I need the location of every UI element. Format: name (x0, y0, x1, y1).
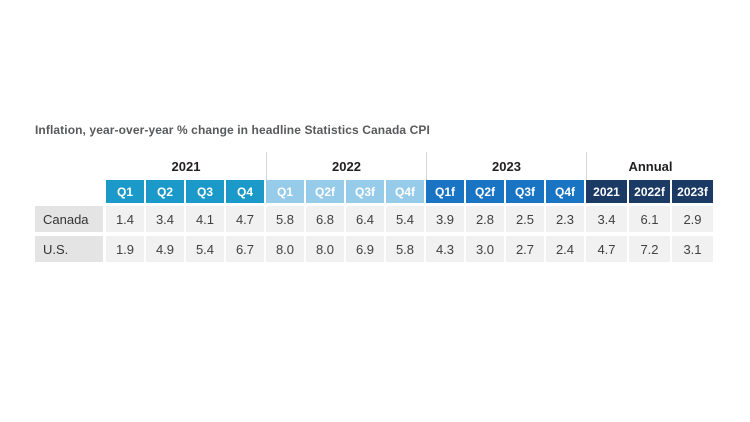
table-row-us: U.S. 1.9 4.9 5.4 6.7 8.0 8.0 6.9 5.8 4.3… (35, 236, 715, 262)
data-cell: 2.3 (546, 206, 586, 232)
year-row-spacer (35, 152, 106, 180)
data-cell: 2.7 (506, 236, 546, 262)
data-cell: 2.4 (546, 236, 586, 262)
col-header-2021-q4: Q4 (226, 180, 266, 203)
col-header-2022-q1: Q1 (266, 180, 306, 203)
year-group-2022: 2022 (266, 152, 426, 180)
data-cell: 4.7 (226, 206, 266, 232)
table-title: Inflation, year-over-year % change in he… (35, 123, 430, 137)
quarter-row-spacer (35, 180, 106, 203)
data-cell: 3.4 (586, 206, 629, 232)
year-group-header-row: 2021 2022 2023 Annual (35, 152, 715, 180)
data-cell: 6.4 (346, 206, 386, 232)
data-cell: 2.9 (672, 206, 715, 232)
data-cell: 7.2 (629, 236, 672, 262)
data-cell: 8.0 (306, 236, 346, 262)
data-cell: 6.8 (306, 206, 346, 232)
data-cell: 3.9 (426, 206, 466, 232)
year-group-2023: 2023 (426, 152, 586, 180)
data-cell: 6.7 (226, 236, 266, 262)
data-cell: 3.0 (466, 236, 506, 262)
data-cell: 8.0 (266, 236, 306, 262)
data-cell: 1.4 (106, 206, 146, 232)
col-header-2023-q2f: Q2f (466, 180, 506, 203)
data-cell: 5.4 (186, 236, 226, 262)
data-cell: 2.8 (466, 206, 506, 232)
col-header-annual-2021: 2021 (586, 180, 629, 203)
col-header-2021-q1: Q1 (106, 180, 146, 203)
col-header-2021-q3: Q3 (186, 180, 226, 203)
data-cell: 4.7 (586, 236, 629, 262)
row-label-us: U.S. (35, 236, 106, 262)
data-cell: 5.8 (386, 236, 426, 262)
data-cell: 3.4 (146, 206, 186, 232)
col-header-2022-q3f: Q3f (346, 180, 386, 203)
data-cell: 1.9 (106, 236, 146, 262)
col-header-2023-q3f: Q3f (506, 180, 546, 203)
col-header-annual-2023f: 2023f (672, 180, 715, 203)
data-cell: 6.9 (346, 236, 386, 262)
quarter-header-row: Q1 Q2 Q3 Q4 Q1 Q2f Q3f Q4f Q1f Q2f Q3f Q… (35, 180, 715, 203)
col-header-2022-q4f: Q4f (386, 180, 426, 203)
col-header-2023-q4f: Q4f (546, 180, 586, 203)
year-group-annual: Annual (586, 152, 714, 180)
col-header-annual-2022f: 2022f (629, 180, 672, 203)
inflation-table: 2021 2022 2023 Annual Q1 Q2 Q3 Q4 Q1 Q2f… (35, 152, 715, 262)
table-row-canada: Canada 1.4 3.4 4.1 4.7 5.8 6.8 6.4 5.4 3… (35, 206, 715, 232)
data-cell: 6.1 (629, 206, 672, 232)
data-cell: 4.3 (426, 236, 466, 262)
col-header-2022-q2f: Q2f (306, 180, 346, 203)
data-cell: 2.5 (506, 206, 546, 232)
row-label-canada: Canada (35, 206, 106, 232)
data-cell: 3.1 (672, 236, 715, 262)
year-group-2021: 2021 (171, 158, 201, 174)
data-cell: 5.8 (266, 206, 306, 232)
data-cell: 4.1 (186, 206, 226, 232)
col-header-2021-q2: Q2 (146, 180, 186, 203)
data-cell: 4.9 (146, 236, 186, 262)
col-header-2023-q1f: Q1f (426, 180, 466, 203)
data-cell: 5.4 (386, 206, 426, 232)
